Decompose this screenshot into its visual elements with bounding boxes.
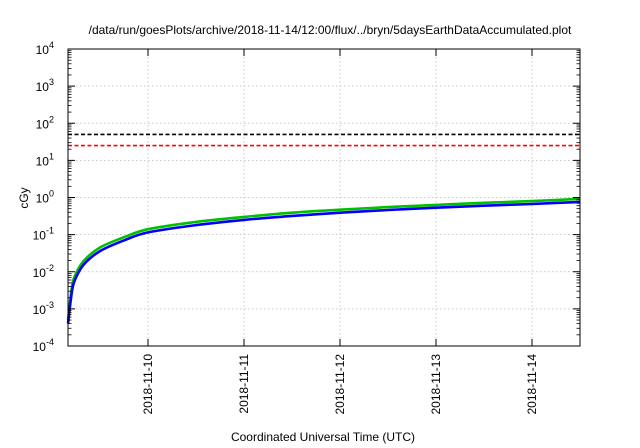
grid <box>68 48 580 347</box>
y-tick-label: 103 <box>36 77 54 94</box>
y-tick-label: 100 <box>36 189 54 206</box>
x-axis: 2018-11-10 2018-11-11 2018-11-12 2018-11-13… <box>141 49 539 415</box>
series-line <box>66 197 581 321</box>
series-lines <box>66 197 581 324</box>
y-tick-label: 10-4 <box>33 337 54 354</box>
y-axis: 10-4 10-3 10-2 10-1 100 101 102 103 104 <box>33 40 580 354</box>
chart-title: /data/run/goesPlots/archive/2018-11-14/1… <box>89 23 572 37</box>
x-axis-label: Coordinated Universal Time (UTC) <box>231 430 415 444</box>
x-tick-label: 2018-11-10 <box>141 354 155 415</box>
series-line <box>66 200 581 324</box>
y-tick-label: 10-3 <box>33 300 54 317</box>
y-tick-label: 10-1 <box>33 226 54 243</box>
x-tick-label: 2018-11-13 <box>429 354 443 415</box>
x-tick-label: 2018-11-12 <box>333 354 347 415</box>
y-axis-label: cGy <box>17 187 31 208</box>
y-tick-label: 102 <box>36 114 54 131</box>
x-tick-label: 2018-11-14 <box>525 354 539 415</box>
y-tick-label: 10-2 <box>33 263 54 280</box>
y-tick-label: 104 <box>36 40 54 57</box>
reference-lines <box>68 133 580 147</box>
y-tick-label: 101 <box>36 151 54 168</box>
x-tick-label: 2018-11-11 <box>237 354 251 414</box>
